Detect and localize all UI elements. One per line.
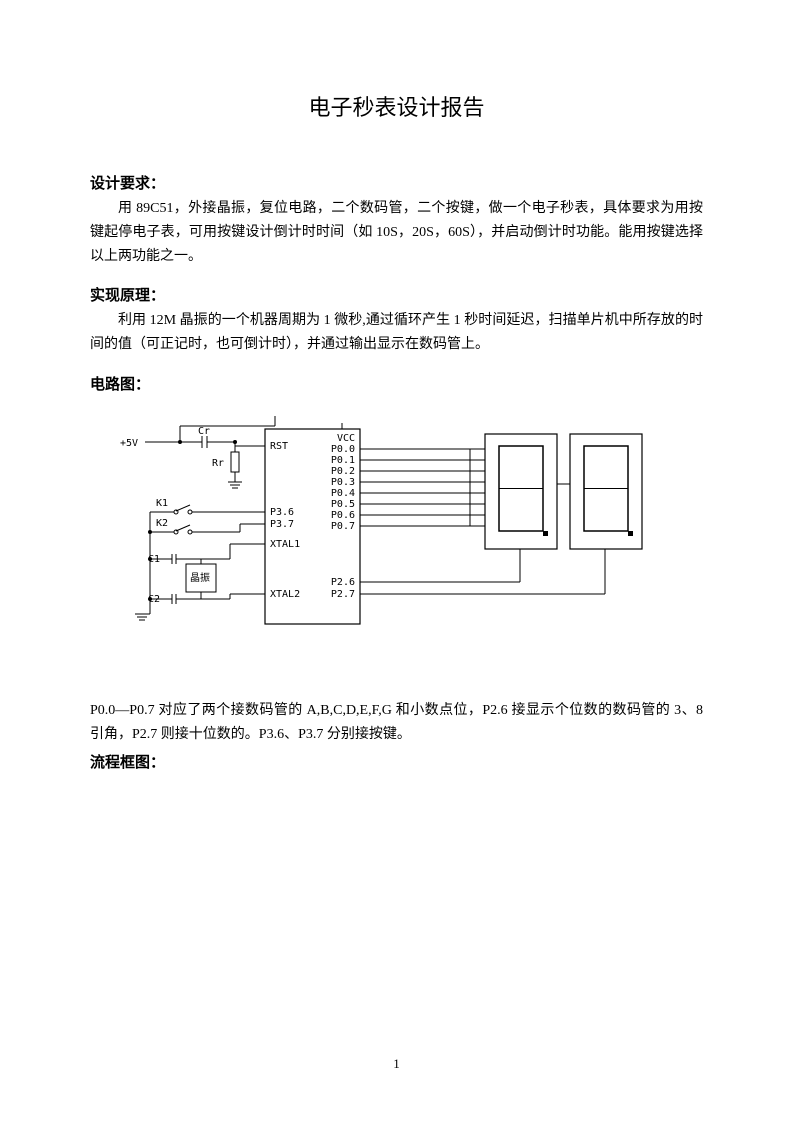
- section-principle: 实现原理： 利用 12M 晶振的一个机器周期为 1 微秒,通过循环产生 1 秒时…: [90, 284, 703, 357]
- flowchart-heading: 流程框图：: [90, 751, 703, 772]
- svg-text:P0.6: P0.6: [331, 510, 355, 521]
- document-title: 电子秒表设计报告: [90, 90, 703, 122]
- svg-text:P0.3: P0.3: [331, 477, 355, 488]
- svg-text:Rr: Rr: [212, 458, 224, 469]
- svg-text:Cr: Cr: [198, 426, 210, 437]
- svg-text:P0.0: P0.0: [331, 444, 355, 455]
- circuit-diagram: RST P3.6P3.7 XTAL1 XTAL2 VCCP0.0P0.1P0.2P0.3…: [90, 414, 703, 649]
- requirements-body: 用 89C51，外接晶振，复位电路，二个数码管，二个按键，做一个电子秒表，具体要…: [90, 197, 703, 268]
- svg-text:K2: K2: [156, 518, 168, 529]
- svg-text:P3.6: P3.6: [270, 507, 294, 518]
- page-number: 1: [0, 1056, 793, 1072]
- svg-text:K1: K1: [156, 498, 168, 509]
- principle-heading: 实现原理：: [90, 284, 703, 305]
- svg-text:XTAL1: XTAL1: [270, 539, 300, 550]
- svg-text:P0.2: P0.2: [331, 466, 355, 477]
- svg-text:P3.7: P3.7: [270, 519, 294, 530]
- svg-text:RST: RST: [270, 441, 288, 452]
- svg-text:P2.6: P2.6: [331, 577, 355, 588]
- section-circuit: 电路图： RSTP3.6P3.7XTAL1XTAL2VCCP0.0P0.1P0.…: [90, 373, 703, 649]
- svg-text:P0.7: P0.7: [331, 521, 355, 532]
- svg-text:P0.4: P0.4: [331, 488, 355, 499]
- svg-text:P2.7: P2.7: [331, 589, 355, 600]
- section-requirements: 设计要求： 用 89C51，外接晶振，复位电路，二个数码管，二个按键，做一个电子…: [90, 172, 703, 268]
- svg-text:VCC: VCC: [337, 433, 355, 444]
- svg-text:P0.5: P0.5: [331, 499, 355, 510]
- principle-body: 利用 12M 晶振的一个机器周期为 1 微秒,通过循环产生 1 秒时间延迟，扫描…: [90, 309, 703, 357]
- svg-text:+5V: +5V: [120, 438, 138, 449]
- svg-text:晶振: 晶振: [190, 571, 210, 584]
- svg-text:XTAL2: XTAL2: [270, 589, 300, 600]
- pins-description: P0.0—P0.7 对应了两个接数码管的 A,B,C,D,E,F,G 和小数点位…: [90, 699, 703, 747]
- svg-text:P0.1: P0.1: [331, 455, 355, 466]
- requirements-heading: 设计要求：: [90, 172, 703, 193]
- circuit-heading: 电路图：: [90, 373, 703, 394]
